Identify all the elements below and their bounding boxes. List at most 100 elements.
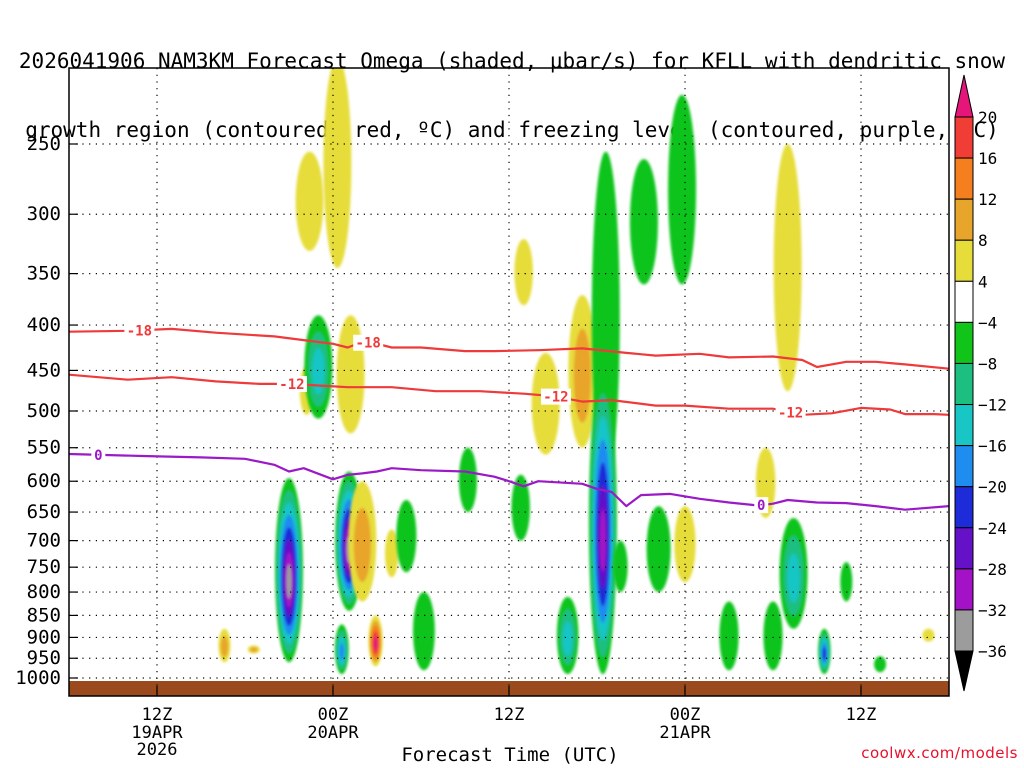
omega-cell-level (511, 474, 530, 541)
omega-cell-level (629, 159, 658, 285)
colorbar-bottom-arrow (954, 650, 974, 692)
y-tick-label: 800 (27, 581, 61, 603)
omega-cell (668, 94, 697, 285)
omega-cell-level (323, 68, 352, 269)
y-tick-label: 750 (27, 556, 61, 578)
omega-cell (922, 628, 935, 642)
omega-cell-level (874, 656, 887, 673)
y-tick-label: 650 (27, 501, 61, 523)
y-axis: 2503003504004505005506006507007508008509… (15, 133, 78, 689)
colorbar-label: −32 (978, 601, 1007, 620)
y-tick-label: 900 (27, 626, 61, 648)
omega-cell-level (599, 508, 606, 573)
y-tick-label: 450 (27, 359, 61, 381)
omega-cell (396, 500, 417, 573)
x-tick-label: 12Z (846, 705, 877, 725)
y-tick-label: 950 (27, 647, 61, 669)
x-tick-label: 12Z (494, 705, 525, 725)
omega-cell-level (286, 564, 292, 599)
omega-cell-level (840, 562, 853, 602)
y-tick-label: 350 (27, 263, 61, 285)
omega-cell (458, 447, 477, 513)
omega-cell (334, 624, 349, 675)
contour-label-bg (754, 497, 769, 514)
contour-line (69, 452, 949, 511)
omega-cell (568, 295, 597, 448)
omega-cell (773, 143, 802, 392)
grid-layer (69, 68, 949, 696)
omega-cell-level (922, 628, 935, 642)
colorbar-label: 4 (978, 272, 988, 291)
omega-cell-level (412, 592, 435, 671)
y-tick-label: 500 (27, 400, 61, 422)
contour-layer: -18 -18 -12 -12 -12 0 0 (69, 322, 949, 514)
x-tick-label: 00Z (670, 705, 701, 725)
colorbar-label: 12 (978, 190, 997, 209)
omega-cell (613, 540, 628, 593)
title-line-2: growth region (contoured, red, ºC) and f… (25, 118, 999, 142)
y-tick-label: 400 (27, 314, 61, 336)
omega-cell (304, 315, 333, 419)
omega-cell-level (312, 348, 325, 395)
omega-cell-level (295, 151, 324, 251)
contour-label: -18 (356, 336, 381, 352)
contour-label-bg (124, 322, 155, 339)
colorbar-segment (954, 198, 974, 241)
colorbar-label: −16 (978, 437, 1007, 456)
omega-cell-level (384, 529, 399, 578)
omega-cell (874, 656, 887, 673)
colorbar-label: −28 (978, 560, 1007, 579)
colorbar-segment (954, 404, 974, 447)
x-tick-label: 00Z (318, 705, 349, 725)
contour-label: 0 (94, 448, 102, 464)
omega-cell (412, 592, 435, 671)
contour-label-bg (540, 388, 571, 405)
omega-cell (840, 562, 853, 602)
colorbar-label: −24 (978, 519, 1007, 538)
omega-cell-level (562, 621, 573, 656)
omega-cell-level (220, 636, 229, 657)
omega-cell-level (773, 143, 802, 392)
contour-label: -12 (543, 390, 568, 406)
contour-label: 0 (757, 498, 765, 514)
y-tick-label: 850 (27, 604, 61, 626)
colorbar: 20 16 12 8 4 −4 −8 −12 −16 −20 −24 −28 −32 −36 (954, 74, 1007, 692)
colorbar-segment (954, 157, 974, 200)
omega-cell (348, 481, 377, 602)
contour-label-bg (775, 404, 806, 421)
omega-cell-level (396, 500, 417, 573)
omega-cell (247, 645, 260, 654)
chart-title: 2026041906 NAM3KM Forecast Omega (shaded… (0, 4, 1024, 165)
contour-label: -12 (279, 377, 304, 393)
omega-cell (275, 478, 303, 663)
omega-cell-level (514, 239, 533, 306)
omega-cell (779, 517, 808, 629)
y-tick-label: 550 (27, 437, 61, 459)
omega-cell-level (250, 647, 258, 653)
omega-cell (588, 370, 617, 675)
contour-label-bg (353, 334, 384, 351)
omega-cell (218, 628, 231, 663)
omega-cell (323, 68, 352, 269)
colorbar-label: 20 (978, 108, 997, 127)
omega-cell (384, 529, 399, 578)
colorbar-label: −20 (978, 478, 1007, 497)
omega-cell (817, 628, 831, 675)
colorbar-label: −8 (978, 354, 997, 373)
title-line-1: 2026041906 NAM3KM Forecast Omega (shaded… (18, 49, 1006, 73)
omega-cell-level (353, 507, 371, 582)
colorbar-segment (954, 116, 974, 159)
omega-cell (719, 601, 739, 671)
omega-cell-level (573, 328, 591, 423)
colorbar-label: −4 (978, 313, 997, 332)
colorbar-label: −36 (978, 642, 1007, 661)
omega-cell-level (787, 553, 800, 603)
x-tick-date: 20APR (307, 723, 359, 743)
omega-cell (368, 615, 383, 667)
y-tick-label: 600 (27, 470, 61, 492)
y-tick-label: 250 (27, 133, 61, 155)
colorbar-segment (954, 527, 974, 570)
omega-cell (336, 315, 365, 434)
